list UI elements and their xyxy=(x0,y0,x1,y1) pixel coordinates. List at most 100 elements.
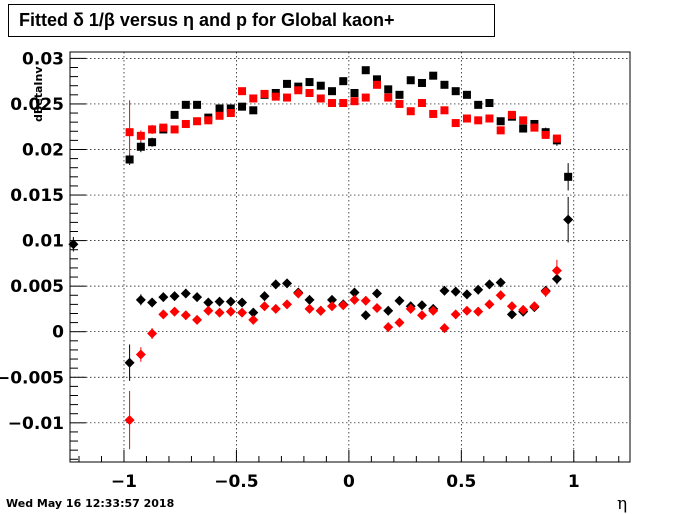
data-point-square xyxy=(170,125,179,134)
data-point-square xyxy=(271,92,280,101)
data-points xyxy=(68,66,574,426)
data-point-diamond xyxy=(293,288,304,299)
data-point-square xyxy=(417,99,426,108)
data-point-square xyxy=(496,117,505,126)
data-point-diamond xyxy=(158,292,169,303)
data-point-diamond xyxy=(371,303,382,314)
data-point-diamond xyxy=(495,277,506,288)
data-point-diamond xyxy=(338,300,349,311)
data-point-square xyxy=(249,106,258,115)
data-point-square xyxy=(395,90,404,99)
data-point-square xyxy=(249,94,258,103)
data-point-square xyxy=(429,109,438,118)
data-point-diamond xyxy=(461,305,472,316)
data-point-square xyxy=(215,104,224,113)
data-point-diamond xyxy=(428,305,439,316)
data-point-diamond xyxy=(495,290,506,301)
data-point-square xyxy=(440,80,449,89)
data-point-square xyxy=(226,109,235,118)
data-point-square xyxy=(384,93,393,102)
data-point-square xyxy=(181,119,190,128)
data-point-diamond xyxy=(394,317,405,328)
data-point-diamond xyxy=(450,286,461,297)
data-point-diamond xyxy=(416,300,427,311)
data-point-diamond xyxy=(248,314,259,325)
data-point-diamond xyxy=(383,322,394,333)
data-point-square xyxy=(474,116,483,125)
data-point-square xyxy=(328,87,337,96)
data-point-square xyxy=(125,128,134,137)
data-point-diamond xyxy=(327,294,338,305)
y-tick-label: −0.01 xyxy=(8,414,64,434)
x-axis-label: η xyxy=(617,494,628,514)
data-point-diamond xyxy=(282,278,293,289)
data-point-square xyxy=(429,71,438,80)
data-point-diamond xyxy=(360,295,371,306)
data-point-diamond xyxy=(237,307,248,318)
data-point-diamond xyxy=(147,328,158,339)
data-point-diamond xyxy=(506,301,517,312)
data-point-square xyxy=(238,102,247,111)
data-point-square xyxy=(226,104,235,113)
y-tick-label: 0.02 xyxy=(22,140,64,160)
data-point-square xyxy=(283,93,292,102)
data-point-diamond xyxy=(68,239,79,250)
data-point-diamond xyxy=(180,310,191,321)
timestamp-footer: Wed May 16 12:33:57 2018 xyxy=(6,497,175,510)
data-point-square xyxy=(395,99,404,108)
data-point-square xyxy=(451,87,460,96)
data-point-diamond xyxy=(563,214,574,225)
data-point-diamond xyxy=(158,309,169,320)
grid-lines xyxy=(70,52,630,462)
data-point-square xyxy=(462,114,471,123)
data-point-diamond xyxy=(248,307,259,318)
data-point-diamond xyxy=(192,292,203,303)
data-point-square xyxy=(238,87,247,96)
data-point-diamond xyxy=(473,284,484,295)
data-point-square xyxy=(564,172,573,181)
x-tick-label: −1 xyxy=(111,472,137,492)
data-point-diamond xyxy=(203,297,214,308)
data-point-diamond xyxy=(259,301,270,312)
data-point-diamond xyxy=(450,309,461,320)
data-point-diamond xyxy=(135,349,146,360)
data-point-diamond xyxy=(304,303,315,314)
data-point-square xyxy=(440,106,449,115)
y-axis-label: dBetaInv xyxy=(32,66,45,123)
x-tick-label: 0.5 xyxy=(446,472,476,492)
data-point-square xyxy=(552,134,561,143)
data-point-diamond xyxy=(461,289,472,300)
data-point-square xyxy=(496,126,505,135)
y-tick-label: 0.03 xyxy=(22,49,64,69)
data-point-square xyxy=(204,116,213,125)
y-tick-label: 0.01 xyxy=(22,232,64,252)
data-point-diamond xyxy=(349,294,360,305)
data-point-diamond xyxy=(135,294,146,305)
data-point-square xyxy=(519,124,528,133)
x-tick-label: 0 xyxy=(343,472,355,492)
data-point-square xyxy=(361,93,370,102)
data-point-square xyxy=(361,66,370,75)
data-point-square xyxy=(350,97,359,106)
data-point-square xyxy=(170,110,179,119)
y-tick-label: −0.005 xyxy=(0,368,64,388)
data-point-diamond xyxy=(282,299,293,310)
data-point-square xyxy=(339,99,348,108)
data-point-diamond xyxy=(439,323,450,334)
x-tick-label: −0.5 xyxy=(214,472,258,492)
data-point-diamond xyxy=(473,306,484,317)
data-point-diamond xyxy=(484,299,495,310)
data-point-diamond xyxy=(214,307,225,318)
data-point-square xyxy=(215,111,224,120)
data-point-diamond xyxy=(405,303,416,314)
y-tick-label: 0.015 xyxy=(10,186,64,206)
data-point-square xyxy=(125,155,134,164)
error-bars xyxy=(72,66,569,450)
data-point-diamond xyxy=(169,306,180,317)
data-point-square xyxy=(406,76,415,85)
data-point-square xyxy=(305,78,314,87)
data-point-diamond xyxy=(416,310,427,321)
data-point-square xyxy=(283,79,292,88)
data-point-diamond xyxy=(529,301,540,312)
data-point-square xyxy=(316,81,325,90)
